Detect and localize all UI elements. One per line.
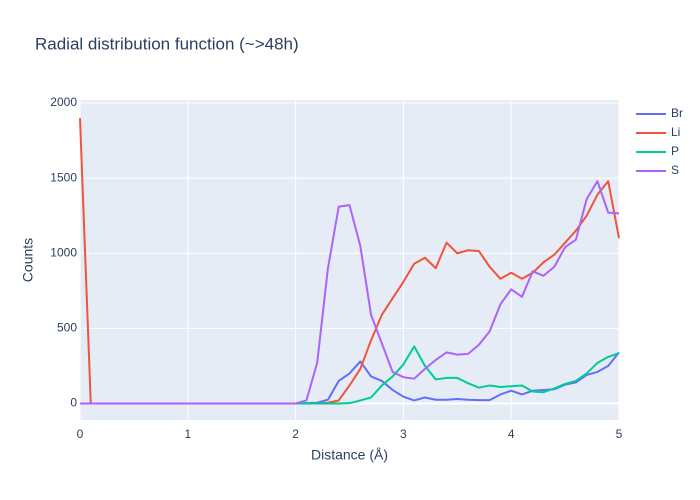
- plot-area: [80, 100, 619, 420]
- y-axis-title: Counts: [20, 238, 36, 282]
- chart-title: Radial distribution function (~>48h): [35, 34, 299, 53]
- x-axis-title: Distance (Å): [311, 447, 388, 463]
- y-tick-label: 500: [57, 321, 77, 335]
- y-tick-label: 2000: [50, 95, 77, 109]
- x-tick-label: 3: [400, 427, 407, 441]
- line: [295, 345, 620, 405]
- x-tick-label: 2: [292, 427, 299, 441]
- legend-label: Li: [671, 125, 680, 139]
- line: [80, 180, 620, 405]
- y-tick-label: 0: [70, 396, 77, 410]
- x-tick-label: 4: [508, 427, 515, 441]
- x-tick-label: 1: [184, 427, 191, 441]
- legend-label: S: [671, 163, 679, 177]
- y-tick-label: 1500: [50, 170, 77, 184]
- legend-label: Br: [671, 106, 683, 120]
- x-tick-label: 5: [616, 427, 623, 441]
- x-tick-label: 0: [77, 427, 84, 441]
- y-tick-label: 1000: [50, 245, 77, 259]
- legend-label: P: [671, 144, 679, 158]
